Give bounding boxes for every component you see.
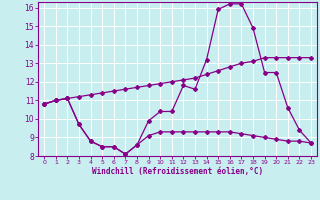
X-axis label: Windchill (Refroidissement éolien,°C): Windchill (Refroidissement éolien,°C) [92,167,263,176]
